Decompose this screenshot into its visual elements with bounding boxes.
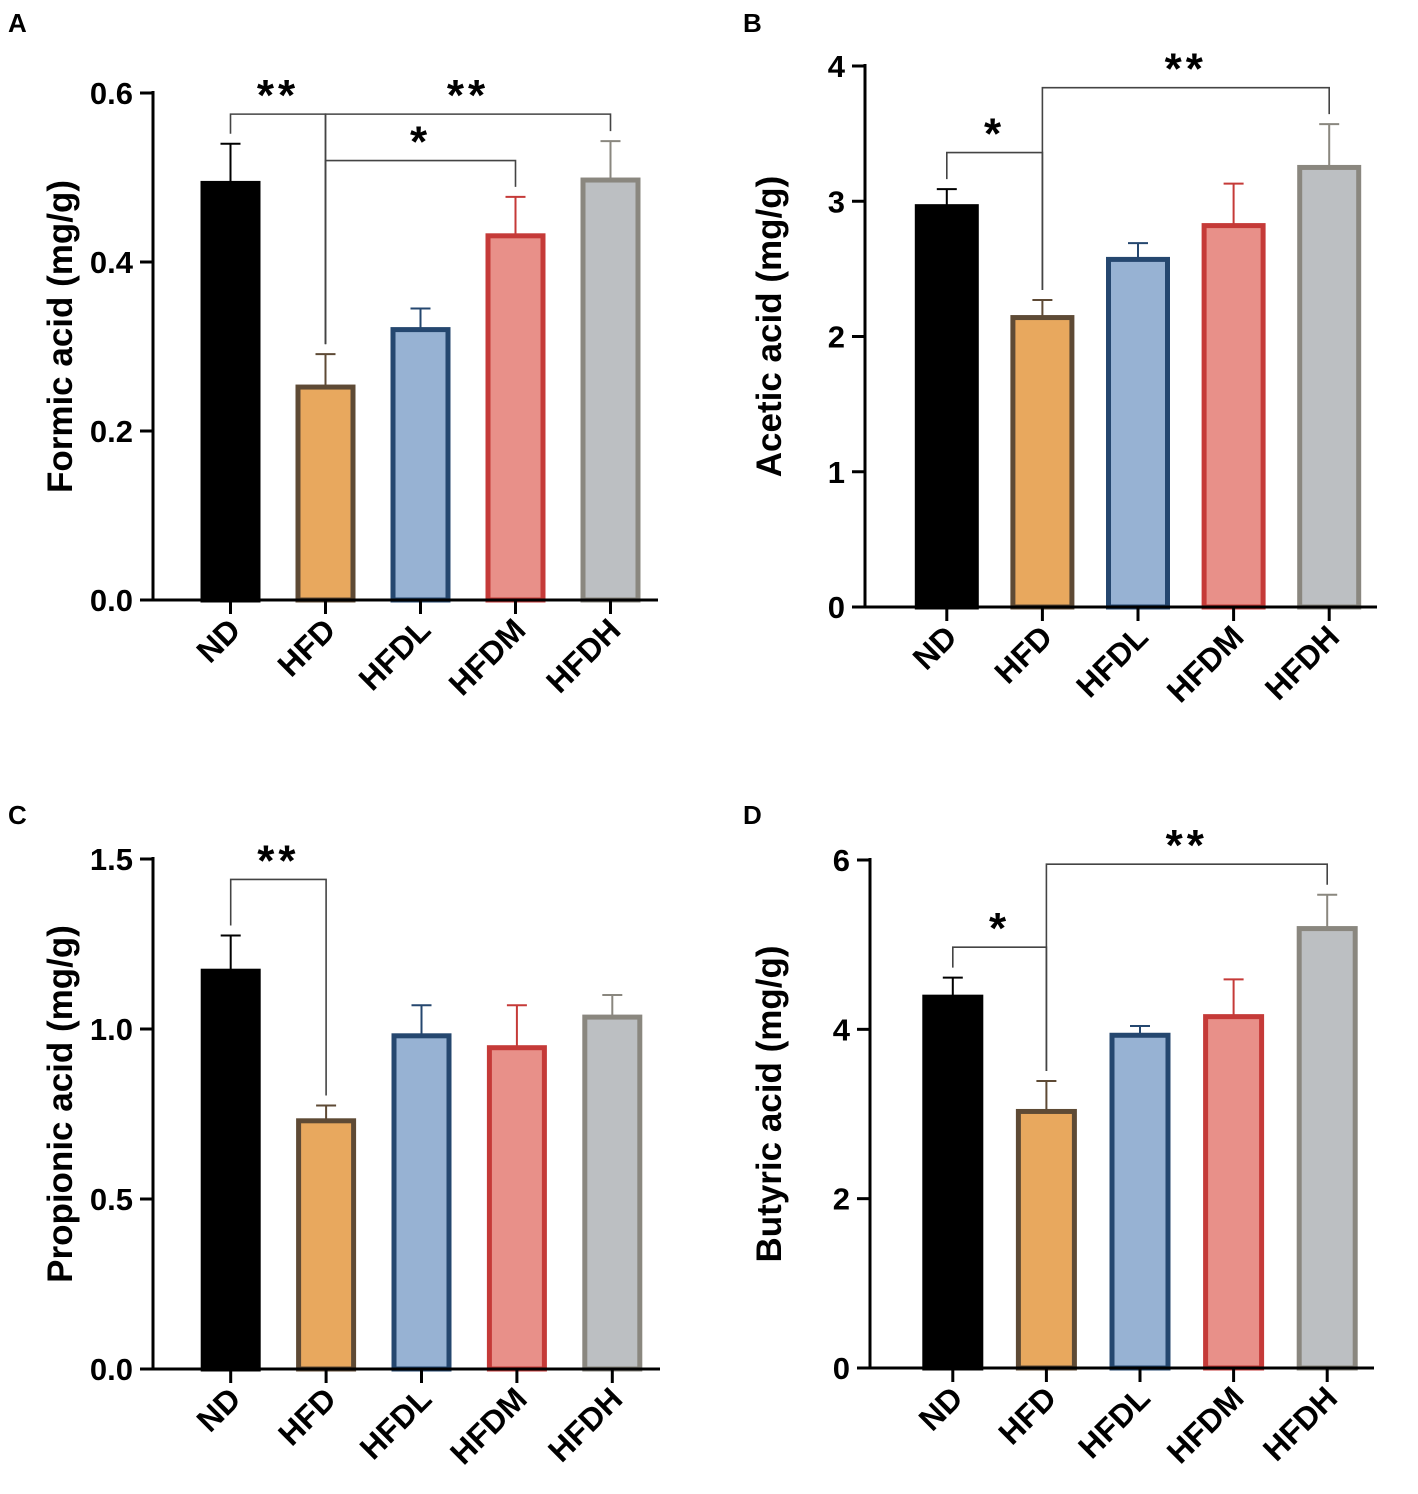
panel-label-a: A — [8, 8, 27, 38]
y-axis-title: Acetic acid (mg/g) — [750, 176, 789, 477]
bar-hfdm — [485, 233, 546, 603]
x-tick-label-hfd: HFD — [991, 1379, 1063, 1451]
significance-bracket — [1045, 863, 1329, 1071]
bar-hfdh — [580, 177, 641, 603]
x-tick-label-hfdl: HFDL — [353, 1380, 439, 1466]
y-tick-label: 3 — [828, 184, 845, 219]
y-tick-label: 2 — [833, 1182, 850, 1217]
bar-hfdm — [486, 1045, 547, 1372]
bar-hfdh — [582, 1014, 643, 1372]
y-tick-label: 0.0 — [90, 583, 133, 618]
x-tick-label-hfdh: HFDH — [539, 611, 627, 699]
x-tick-label-nd: ND — [906, 618, 964, 676]
x-tick-label-hfdm: HFDM — [442, 611, 533, 702]
panel-label-b: B — [743, 8, 762, 38]
bar-hfdl — [390, 327, 451, 603]
panel-label-d: D — [743, 800, 762, 830]
x-tick-label-hfdm: HFDM — [1160, 1379, 1251, 1470]
chart-acetic-acid: 0 1 2 3 4 Acetic acid (mg/g) ND HFD HFDL HFDM HFDH… — [750, 45, 1377, 709]
x-tick-label-hfdh: HFDH — [1256, 1379, 1344, 1467]
bar-hfdm — [1201, 223, 1266, 610]
y-tick-label: 1.5 — [90, 842, 133, 877]
significance-marker: ** — [447, 71, 489, 120]
significance-marker: ** — [257, 71, 299, 120]
y-axis-title: Propionic acid (mg/g) — [41, 925, 80, 1283]
x-tick-label-nd: ND — [190, 1380, 248, 1438]
y-tick-label: 1 — [828, 455, 845, 490]
significance-marker: * — [410, 118, 431, 167]
chart-butyric-acid: 0 2 4 6 Butyric acid (mg/g) ND HFD HFDL HFDM HFDH… — [750, 821, 1374, 1470]
x-tick-label-hfd: HFD — [271, 1380, 343, 1452]
x-tick-label-hfdl: HFDL — [352, 611, 438, 697]
significance-marker: ** — [257, 836, 299, 885]
significance-marker: ** — [1166, 821, 1208, 870]
x-tick-label-nd: ND — [912, 1379, 970, 1437]
y-axis-title: Butyric acid (mg/g) — [750, 946, 789, 1263]
y-tick-label: 0.4 — [90, 245, 134, 280]
bar-nd — [200, 180, 261, 603]
bar-hfdh — [1297, 164, 1362, 610]
bar-nd — [922, 994, 984, 1371]
significance-bracket — [229, 878, 327, 1096]
significance-marker: * — [989, 904, 1010, 953]
bar-hfd — [296, 1118, 357, 1372]
significance-bracket — [1041, 86, 1331, 290]
y-tick-label: 1.0 — [90, 1012, 133, 1047]
y-axis-title: Formic acid (mg/g) — [41, 180, 80, 493]
y-tick-label: 0.2 — [90, 414, 133, 449]
bar-hfdl — [391, 1033, 452, 1372]
x-tick-label-hfdm: HFDM — [443, 1380, 534, 1471]
x-tick-label-hfdh: HFDH — [541, 1380, 629, 1468]
y-tick-label: 0.5 — [90, 1182, 133, 1217]
y-tick-label: 0 — [833, 1351, 850, 1386]
panel-label-c: C — [8, 800, 27, 830]
x-tick-label-hfdm: HFDM — [1160, 618, 1251, 709]
y-tick-label: 4 — [833, 1012, 851, 1047]
bar-hfd — [1010, 315, 1075, 610]
x-tick-label-hfdh: HFDH — [1258, 618, 1346, 706]
y-tick-label: 2 — [828, 320, 845, 355]
significance-bracket — [324, 113, 612, 345]
bar-hfd — [295, 384, 356, 603]
x-tick-label-hfd: HFD — [987, 618, 1059, 690]
bar-hfdl — [1109, 1032, 1171, 1371]
y-tick-label: 6 — [833, 843, 850, 878]
y-tick-label: 0.0 — [90, 1352, 133, 1387]
x-tick-label-hfd: HFD — [270, 611, 342, 683]
bar-hfdm — [1203, 1014, 1265, 1371]
bar-nd — [914, 204, 979, 610]
y-tick-label: 0.6 — [90, 76, 133, 111]
significance-marker: * — [984, 110, 1005, 159]
y-tick-label: 4 — [828, 49, 846, 84]
x-tick-label-hfdl: HFDL — [1069, 618, 1155, 704]
x-tick-label-nd: ND — [189, 611, 247, 669]
bar-hfd — [1015, 1108, 1077, 1371]
significance-marker: ** — [1165, 45, 1207, 94]
y-tick-label: 0 — [828, 590, 845, 625]
bar-hfdh — [1296, 926, 1358, 1371]
bar-nd — [200, 968, 261, 1372]
significance-bracket — [324, 159, 517, 345]
bar-hfdl — [1106, 256, 1170, 610]
x-tick-label-hfdl: HFDL — [1071, 1379, 1157, 1465]
